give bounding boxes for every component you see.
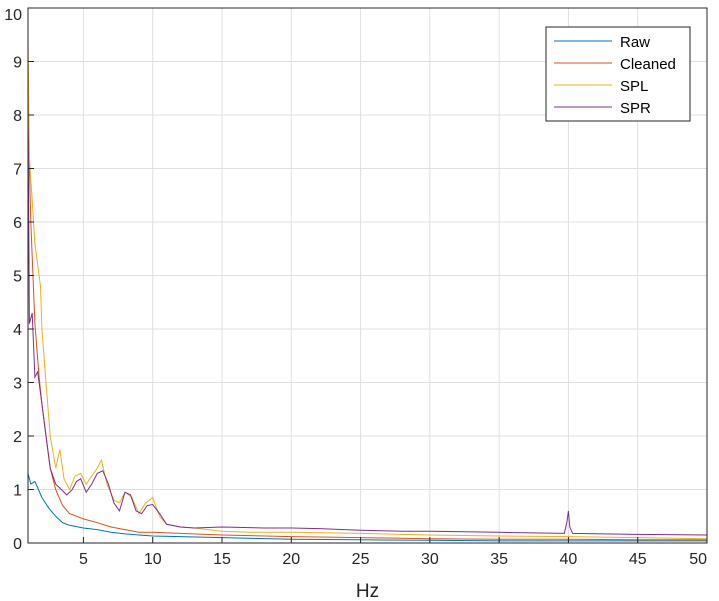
legend: Raw Cleaned SPL SPR xyxy=(545,26,691,122)
x-tick-label: 5 xyxy=(79,551,88,568)
x-tick-label: 10 xyxy=(144,551,162,568)
y-tick-label: 0 xyxy=(13,536,22,553)
y-tick-label: 3 xyxy=(13,376,22,393)
legend-box xyxy=(545,26,691,122)
legend-label: Cleaned xyxy=(620,56,676,73)
legend-label: Raw xyxy=(620,34,650,51)
y-tick-label: 1 xyxy=(13,483,22,500)
series-lines xyxy=(27,40,708,542)
series-line-raw xyxy=(27,473,707,542)
legend-label: SPL xyxy=(620,78,648,95)
x-tick-label: 45 xyxy=(629,551,647,568)
y-tick-label: 8 xyxy=(13,108,22,125)
y-tick-label: 6 xyxy=(13,215,22,232)
x-tick-label: 50 xyxy=(689,551,707,568)
y-axis-ticks: 0 1 2 3 4 5 6 7 8 9 10 xyxy=(4,7,34,553)
x-tick-label: 25 xyxy=(352,551,370,568)
y-tick-label: 2 xyxy=(13,429,22,446)
y-tick-label: 9 xyxy=(13,55,22,72)
y-tick-label: 4 xyxy=(13,322,22,339)
y-tick-label: 5 xyxy=(13,269,22,286)
series-line-spr xyxy=(27,104,708,536)
y-tick-label: 7 xyxy=(13,162,22,179)
y-tick-label: 10 xyxy=(4,7,22,24)
x-axis-label: Hz xyxy=(356,581,379,601)
x-tick-label: 15 xyxy=(213,551,231,568)
x-tick-label: 40 xyxy=(560,551,578,568)
series-line-spl xyxy=(27,40,708,540)
x-tick-label: 30 xyxy=(421,551,439,568)
x-tick-label: 35 xyxy=(490,551,508,568)
x-tick-label: 20 xyxy=(282,551,300,568)
x-axis-ticks: 5 10 15 20 25 30 35 40 45 50 xyxy=(79,537,708,568)
legend-label: SPR xyxy=(620,100,651,117)
